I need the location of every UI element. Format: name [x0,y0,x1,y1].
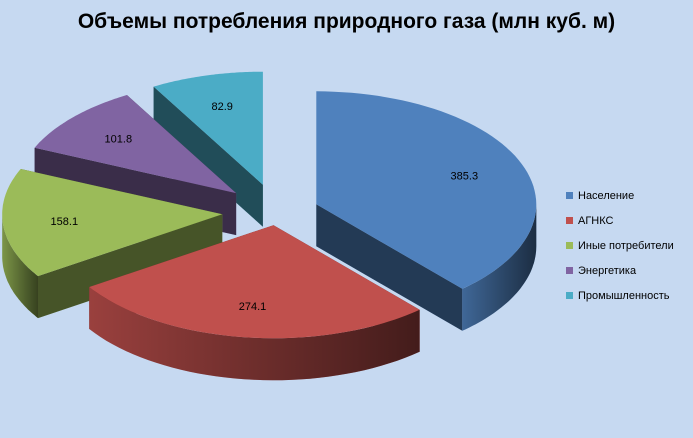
chart-title: Объемы потребления природного газа (млн … [77,10,616,33]
data-label-2: 274.1 [239,301,267,313]
pie-slice-5 [153,71,263,185]
legend-swatch [566,242,573,249]
pie-slice-4 [34,95,237,194]
legend-label: Иные потребители [578,239,674,252]
legend-swatch [566,192,573,199]
legend-item: Промышленность [566,283,674,308]
pie-slice-cut-shade-5-1 [153,86,263,227]
pie-slice-cut-shade-3-1 [38,214,223,319]
data-label-1: 385.3 [451,171,479,183]
legend-label: Энергетика [578,264,637,277]
pie-slice-3 [2,169,223,277]
pie-slice-cut-shade-1-2 [316,204,463,331]
legend-item: АГНКС [566,208,674,233]
data-label-5: 82.9 [211,101,232,113]
legend-item: Иные потребители [566,233,674,258]
legend-item: Население [566,183,674,208]
legend-label: Промышленность [578,289,670,302]
legend-swatch [566,217,573,224]
data-label-3: 158.1 [51,216,79,228]
legend-item: Энергетика [566,258,674,283]
legend-swatch [566,267,573,274]
legend-swatch [566,292,573,299]
pie-slice-side-shade-3 [2,214,38,319]
pie-slice-2 [89,225,420,339]
data-label-4: 101.8 [105,134,133,146]
legend: Население АГНКС Иные потребители Энергетика… [566,183,674,308]
legend-label: АГНКС [578,214,614,227]
pie-slice-side-shade-1 [462,204,537,331]
pie-slice-side-shade-2 [89,287,420,381]
legend-label: Население [578,189,635,202]
pie-slice-1 [316,91,537,289]
